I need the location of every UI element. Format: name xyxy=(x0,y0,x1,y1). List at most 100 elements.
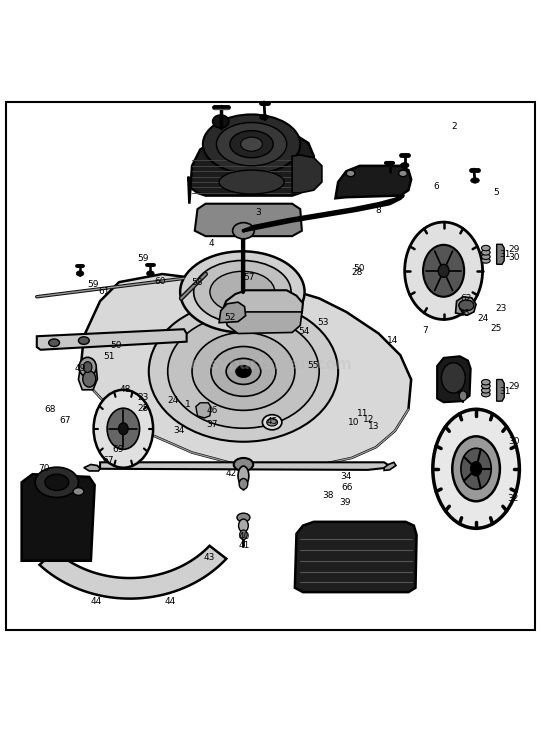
Text: 68: 68 xyxy=(44,406,56,414)
Ellipse shape xyxy=(73,488,84,496)
Text: 24: 24 xyxy=(167,396,178,405)
Polygon shape xyxy=(219,302,246,323)
Text: 29: 29 xyxy=(508,382,520,391)
Text: 44: 44 xyxy=(165,597,176,606)
Ellipse shape xyxy=(399,170,407,176)
Text: 34: 34 xyxy=(173,426,184,435)
Text: 30: 30 xyxy=(508,253,520,262)
Text: 24: 24 xyxy=(478,315,489,324)
Polygon shape xyxy=(78,365,97,390)
Ellipse shape xyxy=(219,170,284,194)
Ellipse shape xyxy=(262,415,282,430)
Ellipse shape xyxy=(481,388,490,393)
Ellipse shape xyxy=(168,315,319,428)
Text: 7: 7 xyxy=(423,326,428,335)
Polygon shape xyxy=(422,275,437,296)
Text: easypartsman.com: easypartsman.com xyxy=(189,357,352,373)
Text: 41: 41 xyxy=(239,541,250,550)
Ellipse shape xyxy=(216,122,287,166)
Text: 61: 61 xyxy=(98,287,110,296)
Text: 43: 43 xyxy=(203,553,215,562)
Ellipse shape xyxy=(267,419,278,426)
Text: 12: 12 xyxy=(362,415,374,424)
Ellipse shape xyxy=(192,332,295,411)
Ellipse shape xyxy=(481,379,490,385)
Polygon shape xyxy=(225,312,302,334)
Text: 1: 1 xyxy=(185,400,190,409)
Ellipse shape xyxy=(76,271,84,276)
Polygon shape xyxy=(195,203,302,236)
Ellipse shape xyxy=(230,131,273,157)
Polygon shape xyxy=(497,379,504,401)
Text: 13: 13 xyxy=(367,422,379,431)
Ellipse shape xyxy=(49,339,60,346)
Text: 62: 62 xyxy=(460,294,472,303)
Polygon shape xyxy=(437,356,471,403)
Ellipse shape xyxy=(194,261,291,324)
Text: 50: 50 xyxy=(110,342,122,351)
Text: 37: 37 xyxy=(206,420,218,429)
Ellipse shape xyxy=(237,513,250,522)
Ellipse shape xyxy=(405,222,483,319)
Ellipse shape xyxy=(239,519,248,532)
Text: 25: 25 xyxy=(490,324,502,332)
Ellipse shape xyxy=(481,254,490,259)
Text: 55: 55 xyxy=(307,361,319,370)
Ellipse shape xyxy=(45,474,69,490)
Text: 3: 3 xyxy=(256,208,261,217)
Text: 34: 34 xyxy=(340,472,352,482)
Ellipse shape xyxy=(35,467,78,498)
Text: 32: 32 xyxy=(507,494,519,503)
Ellipse shape xyxy=(438,264,449,277)
Ellipse shape xyxy=(461,448,491,490)
Text: 70: 70 xyxy=(38,464,50,474)
Ellipse shape xyxy=(234,458,253,471)
Text: 10: 10 xyxy=(347,418,359,427)
Text: 28: 28 xyxy=(351,269,363,277)
Text: 53: 53 xyxy=(317,318,329,327)
Text: 60: 60 xyxy=(154,277,166,285)
Ellipse shape xyxy=(233,223,254,239)
Polygon shape xyxy=(22,474,95,561)
Ellipse shape xyxy=(471,462,481,476)
Ellipse shape xyxy=(481,250,490,255)
Ellipse shape xyxy=(226,359,261,384)
Ellipse shape xyxy=(481,392,490,397)
Ellipse shape xyxy=(240,530,247,539)
Text: 23: 23 xyxy=(495,304,507,313)
Ellipse shape xyxy=(481,245,490,251)
Ellipse shape xyxy=(203,114,300,174)
Ellipse shape xyxy=(83,371,96,387)
Polygon shape xyxy=(37,329,187,350)
Ellipse shape xyxy=(459,300,474,311)
Text: 52: 52 xyxy=(225,313,236,322)
Text: 2: 2 xyxy=(452,122,457,131)
Text: 14: 14 xyxy=(387,336,399,345)
Text: 31: 31 xyxy=(499,387,511,396)
Polygon shape xyxy=(497,244,504,264)
Ellipse shape xyxy=(149,301,338,441)
Text: 42: 42 xyxy=(226,468,236,477)
Text: 25: 25 xyxy=(137,404,149,413)
Text: 58: 58 xyxy=(192,278,203,287)
Polygon shape xyxy=(81,274,411,468)
Ellipse shape xyxy=(346,170,355,176)
Ellipse shape xyxy=(94,390,153,468)
Ellipse shape xyxy=(459,391,467,400)
Text: 6: 6 xyxy=(433,182,439,192)
Ellipse shape xyxy=(213,115,229,128)
Text: 30: 30 xyxy=(508,437,520,446)
Polygon shape xyxy=(222,291,303,317)
Polygon shape xyxy=(456,296,476,315)
Polygon shape xyxy=(100,463,387,470)
Ellipse shape xyxy=(210,272,275,313)
Ellipse shape xyxy=(107,408,140,449)
Ellipse shape xyxy=(147,271,154,276)
Text: 67: 67 xyxy=(102,455,114,465)
Text: 49: 49 xyxy=(74,364,86,373)
Ellipse shape xyxy=(239,479,248,490)
Text: 51: 51 xyxy=(103,352,115,362)
Text: 54: 54 xyxy=(298,327,310,337)
Polygon shape xyxy=(292,155,322,193)
Ellipse shape xyxy=(452,436,500,501)
